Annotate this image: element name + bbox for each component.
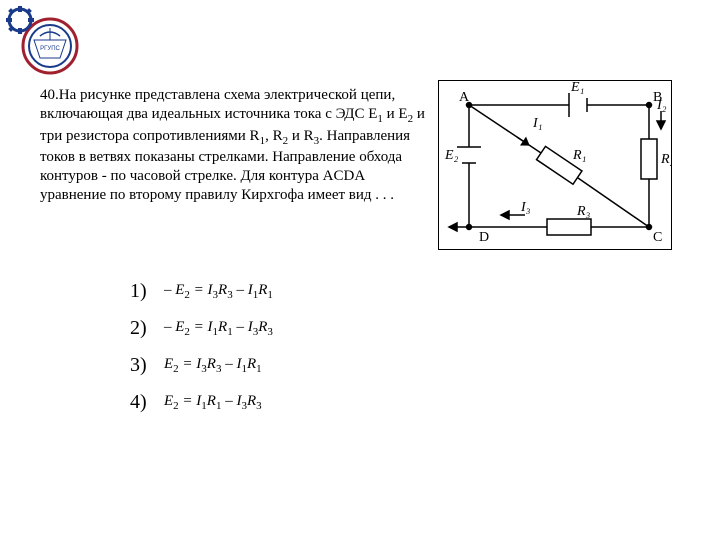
answer-option-4: 4) E2 = I1R1 – I3R3	[130, 391, 680, 414]
answer-option-3: 3) E2 = I3R3 – I1R1	[130, 354, 680, 377]
svg-text:E₁: E₁	[570, 81, 584, 95]
svg-text:R₁: R₁	[572, 148, 586, 163]
svg-text:I₁: I₁	[532, 116, 543, 131]
svg-text:R₂: R₂	[660, 152, 671, 167]
svg-text:I₃: I₃	[520, 200, 531, 215]
answer-option-2: 2) – E2 = I1R1 – I3R3	[130, 317, 680, 340]
svg-text:E₂: E₂	[444, 148, 459, 163]
problem-content: 40.На рисунке представлена схема электри…	[40, 86, 680, 428]
svg-text:I₂: I₂	[656, 98, 667, 113]
svg-text:R₃: R₃	[576, 204, 591, 219]
circuit-diagram: A B C D E₁ E₂ I₁ I₂ I₃ R₁ R₂ R₃	[438, 80, 672, 250]
problem-statement: 40.На рисунке представлена схема электри…	[40, 86, 430, 205]
svg-text:C: C	[653, 230, 662, 245]
svg-text:D: D	[479, 230, 489, 245]
answer-option-1: 1) – E2 = I3R3 – I1R1	[130, 280, 680, 303]
institution-logo: РГУПС	[6, 6, 88, 81]
answer-options: 1) – E2 = I3R3 – I1R1 2) – E2 = I1R1 – I…	[130, 280, 680, 414]
svg-text:РГУПС: РГУПС	[40, 46, 60, 52]
svg-text:A: A	[459, 90, 470, 105]
problem-number: 40.	[40, 87, 59, 103]
